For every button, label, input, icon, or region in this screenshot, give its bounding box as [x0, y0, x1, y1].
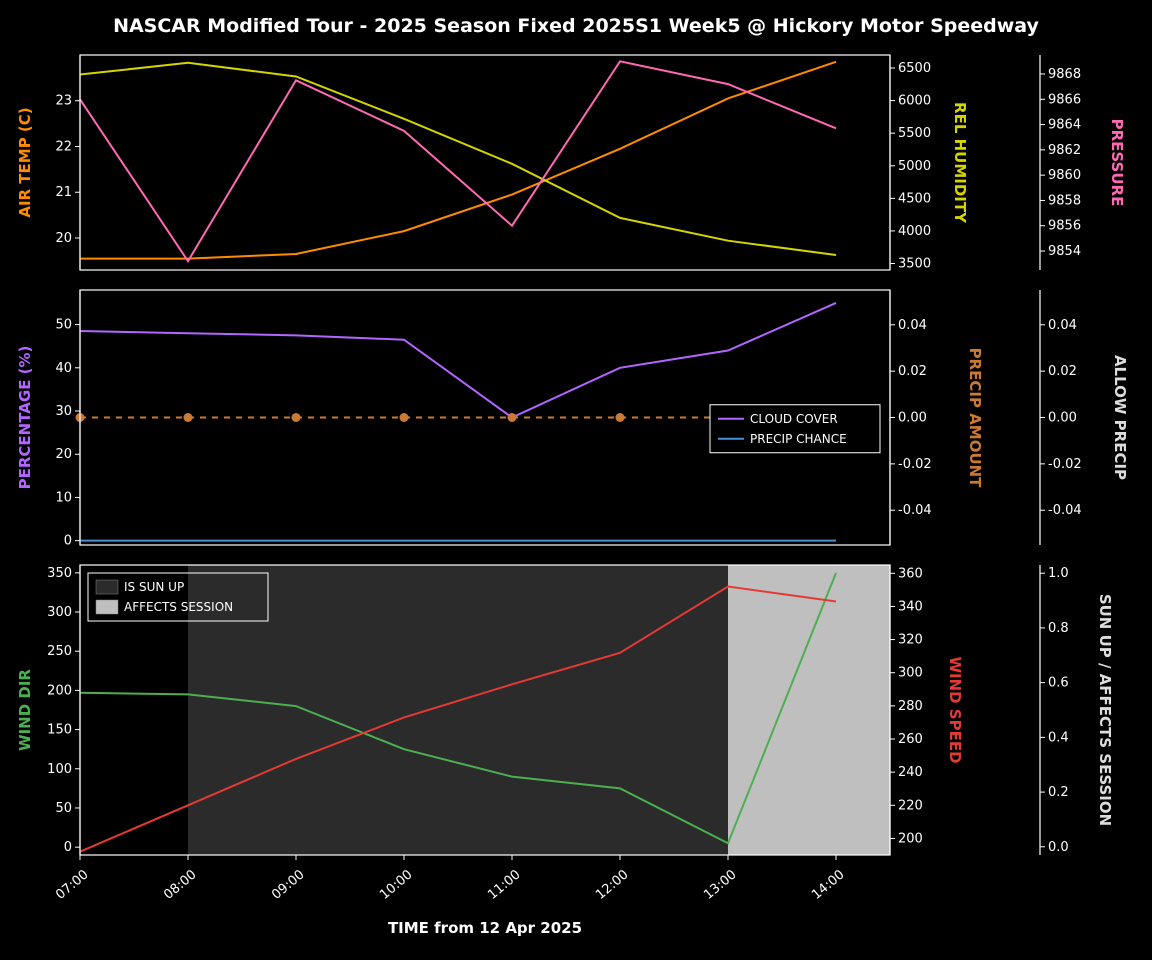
svg-text:9860: 9860: [1048, 168, 1081, 183]
svg-text:0.00: 0.00: [898, 411, 927, 426]
svg-text:13:00: 13:00: [701, 867, 739, 903]
svg-text:4500: 4500: [898, 191, 931, 206]
svg-text:AFFECTS SESSION: AFFECTS SESSION: [124, 600, 233, 614]
svg-text:350: 350: [47, 566, 72, 581]
svg-text:360: 360: [898, 566, 923, 581]
svg-text:5500: 5500: [898, 126, 931, 141]
svg-text:AIR TEMP (C): AIR TEMP (C): [16, 107, 34, 217]
svg-text:9856: 9856: [1048, 219, 1081, 234]
svg-text:-0.02: -0.02: [1048, 457, 1082, 472]
svg-text:40: 40: [55, 361, 72, 376]
svg-text:50: 50: [55, 318, 72, 333]
svg-text:07:00: 07:00: [53, 867, 91, 903]
svg-text:0: 0: [64, 534, 72, 549]
svg-text:250: 250: [47, 644, 72, 659]
svg-text:08:00: 08:00: [161, 867, 199, 903]
svg-text:23: 23: [55, 94, 72, 109]
svg-text:200: 200: [47, 683, 72, 698]
svg-text:4000: 4000: [898, 224, 931, 239]
svg-text:SUN UP / AFFECTS SESSION: SUN UP / AFFECTS SESSION: [1096, 594, 1114, 826]
svg-text:PERCENTAGE (%): PERCENTAGE (%): [16, 346, 34, 490]
svg-text:0.04: 0.04: [1048, 318, 1077, 333]
svg-text:TIME from 12 Apr 2025: TIME from 12 Apr 2025: [388, 919, 582, 937]
svg-text:PRECIP CHANCE: PRECIP CHANCE: [750, 432, 847, 446]
svg-text:9866: 9866: [1048, 92, 1081, 107]
svg-text:PRESSURE: PRESSURE: [1108, 119, 1126, 207]
svg-text:0.00: 0.00: [1048, 411, 1077, 426]
svg-text:PRECIP AMOUNT: PRECIP AMOUNT: [966, 348, 984, 489]
svg-text:22: 22: [55, 139, 72, 154]
svg-text:CLOUD COVER: CLOUD COVER: [750, 412, 838, 426]
svg-text:9864: 9864: [1048, 118, 1081, 133]
svg-text:0.4: 0.4: [1048, 730, 1069, 745]
svg-text:200: 200: [898, 831, 923, 846]
svg-text:0: 0: [64, 840, 72, 855]
svg-text:1.0: 1.0: [1048, 566, 1069, 581]
svg-text:100: 100: [47, 762, 72, 777]
svg-text:WIND DIR: WIND DIR: [16, 669, 34, 751]
svg-text:6000: 6000: [898, 94, 931, 109]
svg-text:5000: 5000: [898, 159, 931, 174]
svg-text:10:00: 10:00: [377, 867, 415, 903]
svg-text:-0.04: -0.04: [898, 503, 932, 518]
svg-text:0.8: 0.8: [1048, 621, 1069, 636]
svg-text:NASCAR Modified Tour - 2025 Se: NASCAR Modified Tour - 2025 Season Fixed…: [113, 15, 1039, 37]
svg-text:9868: 9868: [1048, 67, 1081, 82]
svg-text:340: 340: [898, 599, 923, 614]
svg-text:240: 240: [898, 765, 923, 780]
svg-text:260: 260: [898, 732, 923, 747]
svg-text:280: 280: [898, 699, 923, 714]
svg-text:50: 50: [55, 801, 72, 816]
svg-text:20: 20: [55, 447, 72, 462]
svg-text:9862: 9862: [1048, 143, 1081, 158]
svg-text:300: 300: [47, 605, 72, 620]
svg-text:WIND SPEED: WIND SPEED: [946, 656, 964, 763]
svg-text:21: 21: [55, 185, 72, 200]
svg-text:0.02: 0.02: [1048, 364, 1077, 379]
svg-text:320: 320: [898, 633, 923, 648]
svg-text:10: 10: [55, 490, 72, 505]
svg-text:0.0: 0.0: [1048, 840, 1069, 855]
svg-text:-0.04: -0.04: [1048, 503, 1082, 518]
svg-text:ALLOW PRECIP: ALLOW PRECIP: [1111, 355, 1129, 480]
svg-text:14:00: 14:00: [809, 867, 847, 903]
svg-text:3500: 3500: [898, 256, 931, 271]
svg-text:IS SUN UP: IS SUN UP: [124, 580, 184, 594]
svg-text:9858: 9858: [1048, 193, 1081, 208]
svg-text:-0.02: -0.02: [898, 457, 932, 472]
svg-text:11:00: 11:00: [485, 867, 523, 903]
svg-text:9854: 9854: [1048, 244, 1081, 259]
svg-text:20: 20: [55, 231, 72, 246]
svg-text:6500: 6500: [898, 61, 931, 76]
svg-text:09:00: 09:00: [269, 867, 307, 903]
svg-text:0.04: 0.04: [898, 318, 927, 333]
svg-text:0.02: 0.02: [898, 364, 927, 379]
svg-text:REL HUMIDITY: REL HUMIDITY: [951, 102, 969, 224]
svg-text:0.6: 0.6: [1048, 676, 1069, 691]
svg-text:12:00: 12:00: [593, 867, 631, 903]
weather-chart: NASCAR Modified Tour - 2025 Season Fixed…: [0, 0, 1152, 960]
svg-text:30: 30: [55, 404, 72, 419]
svg-text:220: 220: [898, 798, 923, 813]
svg-text:300: 300: [898, 666, 923, 681]
svg-text:0.2: 0.2: [1048, 785, 1069, 800]
svg-text:150: 150: [47, 723, 72, 738]
